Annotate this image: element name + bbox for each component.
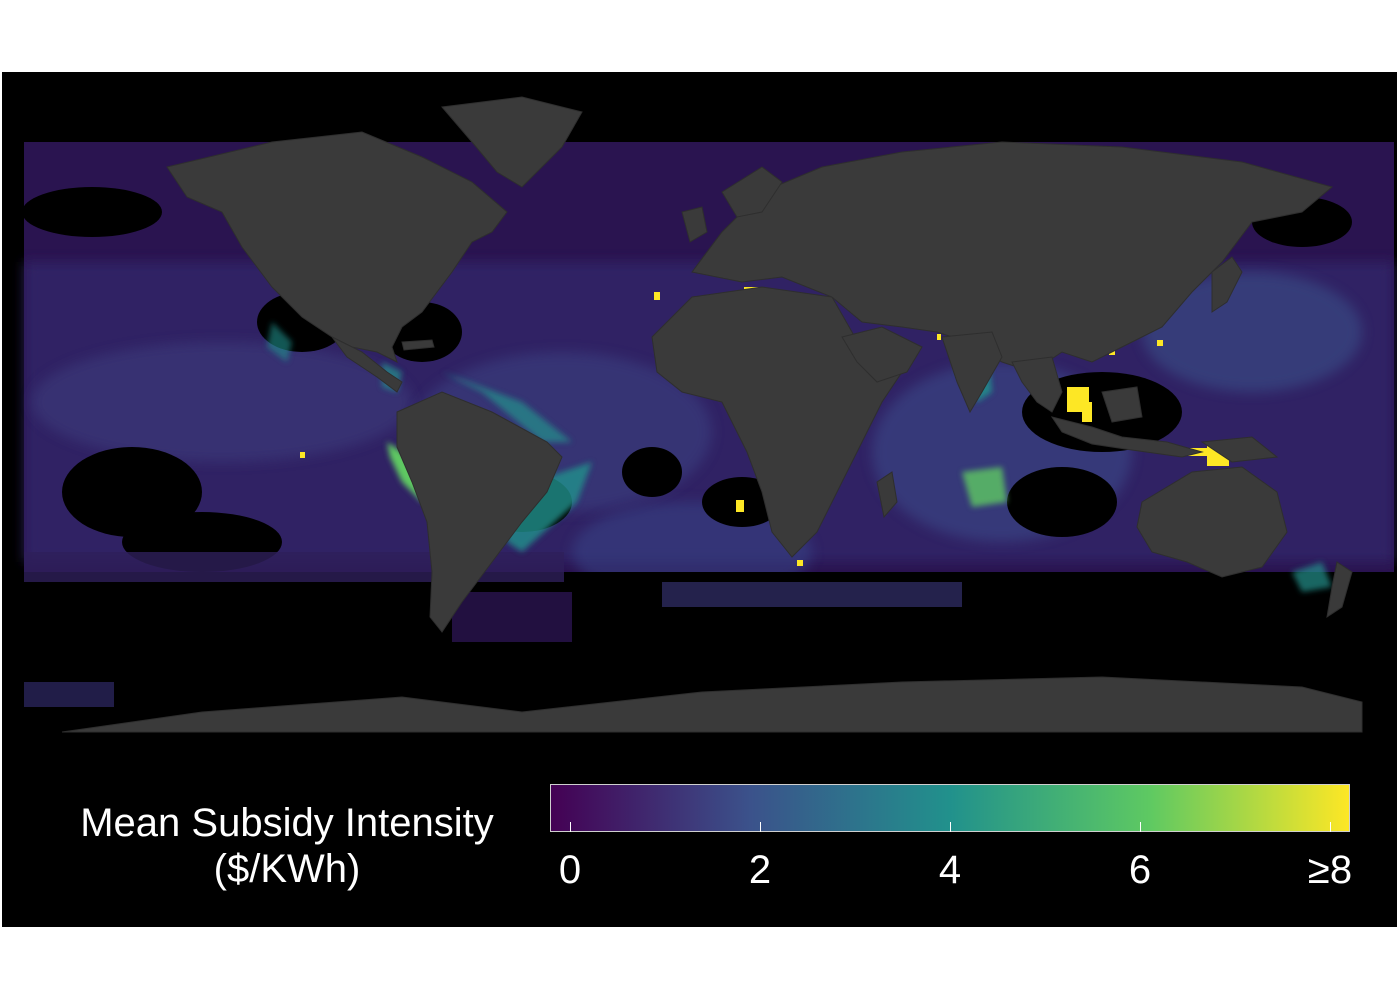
- legend-tick-label: 0: [558, 848, 582, 892]
- land-new-guinea: [1200, 436, 1279, 463]
- legend-ticks: 0 2 4 6 ≥8: [550, 822, 1353, 892]
- legend-tick-label: 4: [938, 848, 962, 892]
- legend-tick-mark: [570, 822, 571, 832]
- land-antarctica: [61, 676, 1363, 733]
- legend-tick-mark: [1330, 822, 1331, 832]
- legend-tick-mark: [1140, 822, 1141, 832]
- land-new-zealand: [1326, 561, 1353, 619]
- legend-tick-mark: [760, 822, 761, 832]
- map-panel: Mean Subsidy Intensity ($/KWh) 0 2 4 6 ≥8: [2, 72, 1397, 927]
- land-greenland: [441, 96, 583, 188]
- land-indonesia: [1050, 416, 1204, 458]
- land-southeast-asia: [1011, 356, 1063, 413]
- legend-tick-label: 6: [1128, 848, 1152, 892]
- legend-tick-label: ≥8: [1307, 848, 1353, 892]
- land-uk: [681, 206, 708, 243]
- legend-tick-mark: [950, 822, 951, 832]
- land-masses: [61, 96, 1363, 733]
- land-australia: [1136, 466, 1288, 578]
- land-scandinavia: [721, 166, 783, 218]
- legend-title-line1: Mean Subsidy Intensity: [80, 801, 494, 845]
- land-north-america: [166, 131, 508, 363]
- land-japan: [1211, 256, 1243, 313]
- land-central-america: [331, 336, 403, 393]
- land-india: [941, 331, 1003, 414]
- world-map: [22, 72, 1394, 772]
- land-caribbean: [401, 339, 435, 351]
- legend-tick-label: 2: [748, 848, 772, 892]
- legend-title: Mean Subsidy Intensity ($/KWh): [32, 800, 542, 892]
- land-madagascar: [876, 471, 898, 519]
- land-south-america: [396, 391, 563, 633]
- land-borneo: [1101, 386, 1143, 423]
- land-arabia: [841, 326, 923, 383]
- legend-title-line2: ($/KWh): [213, 847, 361, 891]
- land-eurasia: [691, 141, 1334, 373]
